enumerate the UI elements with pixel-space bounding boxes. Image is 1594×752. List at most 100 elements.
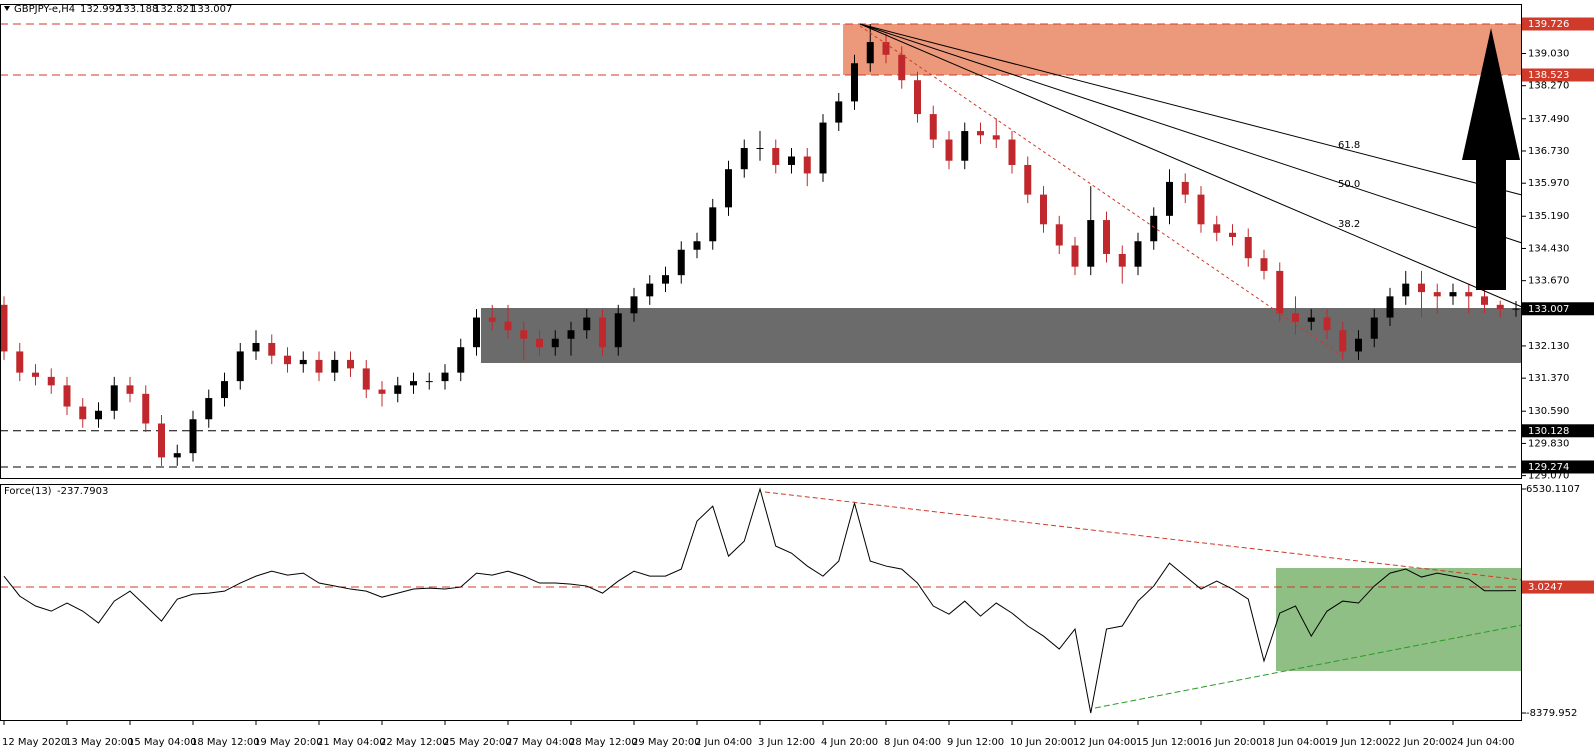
- last-price-box: [1522, 302, 1594, 316]
- candle-body: [1496, 304, 1504, 310]
- fan-line: [859, 23, 1523, 308]
- candle-body: [1024, 164, 1032, 195]
- y-tick-label: 137.490: [1528, 114, 1569, 125]
- candle-body: [1040, 194, 1047, 225]
- candle-body: [630, 296, 638, 314]
- candle-body: [1229, 232, 1236, 238]
- candle-body: [410, 381, 417, 386]
- candle-body: [1323, 317, 1331, 331]
- level-label: 138.523: [1528, 70, 1569, 81]
- zones: [481, 24, 1522, 671]
- candle-body: [221, 381, 228, 399]
- level-box: [1522, 424, 1594, 438]
- support-zone: [481, 308, 1522, 363]
- candle-body: [142, 393, 150, 424]
- x-tick-label: 27 May 04:00: [506, 737, 575, 748]
- fan-line: [859, 23, 1523, 196]
- y-tick-label: -8379.952: [1526, 708, 1577, 719]
- x-tick-label: 15 May 04:00: [128, 737, 197, 748]
- level-label: 129.274: [1528, 462, 1569, 473]
- fib-label: 61.8: [1338, 140, 1360, 151]
- candle-body: [16, 351, 24, 373]
- indicator-name: Force(13): [4, 486, 52, 497]
- candle-body: [1134, 241, 1142, 267]
- x-tick-label: 24 Jun 04:00: [1451, 737, 1515, 748]
- y-tick-label: 138.270: [1528, 81, 1569, 92]
- candle-body: [583, 317, 591, 331]
- candle-body: [1260, 258, 1268, 271]
- candle-body: [1370, 317, 1378, 339]
- candle-body: [1512, 308, 1520, 310]
- candle-body: [662, 275, 669, 284]
- candle-body: [977, 131, 984, 136]
- candle-body: [1103, 220, 1110, 254]
- candle-body: [473, 317, 480, 348]
- level-box: [1522, 460, 1594, 474]
- header: GBPJPY-e,H4 132.992 133.188 132.821 133.…: [4, 4, 232, 497]
- candle-body: [1292, 313, 1299, 322]
- x-tick-label: 9 Jun 12:00: [947, 737, 1004, 748]
- resistance-zone: [843, 24, 1522, 75]
- candle-body: [1449, 292, 1457, 297]
- candle-body: [158, 423, 165, 458]
- candle-body: [945, 139, 953, 161]
- candle-body: [331, 359, 339, 373]
- axes: 139.030 138.270 137.490 136.730 135.970 135.1…: [2, 17, 1594, 748]
- candle-body: [488, 317, 496, 322]
- candle-body: [205, 398, 213, 420]
- up-arrow: [1462, 28, 1520, 290]
- x-tick-label: 12 May 2020: [2, 737, 67, 748]
- candle-body: [425, 381, 433, 383]
- level-label: 130.128: [1528, 426, 1569, 437]
- candle-body: [1071, 245, 1079, 267]
- candle-body: [1008, 139, 1016, 165]
- level-label: 139.726: [1528, 19, 1569, 30]
- x-tick-label: 19 May 20:00: [254, 737, 323, 748]
- x-tick-label: 21 May 04:00: [317, 737, 386, 748]
- candle-body: [284, 355, 291, 365]
- candle-body: [882, 42, 890, 55]
- y-tick-label: 131.370: [1528, 373, 1569, 384]
- frames: [0, 4, 1522, 721]
- trend-line: [859, 25, 1346, 359]
- candle-body: [1465, 292, 1473, 297]
- candle-body: [441, 372, 449, 382]
- x-tick-label: 16 Jun 20:00: [1199, 737, 1263, 748]
- candle-body: [851, 63, 858, 102]
- x-tick-label: 10 Jun 20:00: [1010, 737, 1074, 748]
- candle-body: [1197, 194, 1205, 225]
- candle-body: [252, 342, 260, 352]
- price-frame: [0, 4, 1522, 479]
- candle-body: [772, 148, 780, 165]
- candle-body: [1481, 296, 1488, 305]
- level-box: [1522, 17, 1594, 31]
- candle-body: [173, 453, 181, 458]
- x-tick-label: 18 May 12:00: [191, 737, 260, 748]
- candle-body: [599, 317, 606, 348]
- candle-body: [1150, 215, 1158, 242]
- y-tick-label: 130.590: [1528, 406, 1569, 417]
- candle-body: [299, 359, 307, 365]
- x-tick-label: 18 Jun 04:00: [1262, 737, 1326, 748]
- candle-body: [1339, 330, 1347, 352]
- x-tick-label: 22 Jun 20:00: [1388, 737, 1452, 748]
- force-support: [1094, 624, 1523, 709]
- fib-label: 38.2: [1338, 219, 1360, 230]
- readout: 133.007: [191, 4, 232, 15]
- x-tick-label: 2 Jun 04:00: [695, 737, 752, 748]
- candle-body: [1386, 296, 1394, 318]
- force-resistance: [764, 491, 1523, 581]
- candle-body: [1087, 220, 1095, 267]
- level-box: [1522, 68, 1594, 82]
- x-tick-label: 19 Jun 12:00: [1325, 737, 1389, 748]
- y-tick-label: 135.190: [1528, 211, 1569, 222]
- y-tick-label: 133.670: [1528, 276, 1569, 287]
- candle-body: [1418, 283, 1425, 293]
- x-tick-label: 3 Jun 12:00: [758, 737, 815, 748]
- candle-body: [1213, 224, 1221, 233]
- force-frame: [0, 484, 1522, 721]
- candle-body: [866, 42, 874, 64]
- candle-body: [1355, 338, 1362, 352]
